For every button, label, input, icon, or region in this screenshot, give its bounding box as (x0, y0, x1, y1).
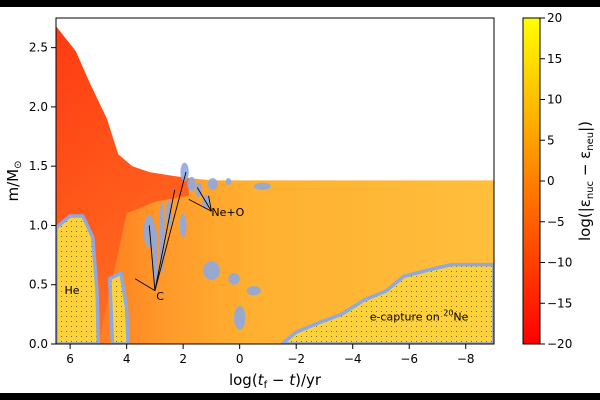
x-tick-label: −8 (457, 352, 475, 366)
colorbar-tick-label: −10 (547, 256, 572, 270)
x-tick-label: −6 (400, 352, 418, 366)
burning-patch (228, 272, 240, 285)
burning-patch (246, 286, 261, 296)
annotation-e-capture-on: e-capture on 20Ne (370, 308, 469, 323)
colorbar-tick-label: 15 (547, 52, 562, 66)
x-tick-label: 0 (236, 352, 244, 366)
annotation-arrow (188, 198, 212, 212)
burning-patch (253, 182, 271, 190)
burning-patch (225, 178, 232, 186)
y-axis: 0.0 0.5 1.0 1.5 2.0 2.5 (29, 41, 56, 351)
annotation-arrow (196, 187, 212, 212)
x-tick-label: 6 (66, 352, 74, 366)
burning-patch (143, 214, 155, 248)
y-tick-label: 1.0 (29, 218, 48, 232)
y-tick-label: 0.0 (29, 337, 48, 351)
region-boundary-he-pocket (107, 271, 130, 344)
colorbar (522, 17, 541, 345)
region-hatch-e-capture (282, 264, 494, 344)
y-tick-label: 2.5 (29, 41, 48, 55)
burning-patch (166, 199, 172, 228)
y-tick-label: 0.5 (29, 278, 48, 292)
burning-patch (187, 176, 196, 192)
stellar-interior (56, 26, 494, 344)
burning-patch (180, 162, 189, 182)
region-boundary-he (56, 214, 101, 344)
bottom-border (0, 393, 600, 400)
burning-patch (179, 213, 187, 238)
colorbar-tick-label: 10 (547, 93, 562, 107)
annotation-arrow (148, 225, 156, 291)
burning-patch (202, 261, 220, 280)
y-axis-label: m/M⊙ (4, 161, 24, 202)
burning-patch (207, 178, 218, 190)
burning-patch (152, 225, 158, 285)
region-boundary-e-capture (280, 262, 494, 344)
burning-patch (159, 201, 165, 273)
y-tick-label: 2.0 (29, 100, 48, 114)
region-hatch-he (56, 216, 99, 344)
colorbar-tick-label: −15 (547, 296, 572, 310)
x-tick-label: −4 (344, 352, 362, 366)
annotation-arrow (154, 171, 187, 291)
colorbar-label: log(|εnuc − εneu|) (576, 121, 596, 241)
top-border (0, 0, 600, 7)
annotation-ne-o: Ne+O (211, 206, 244, 219)
annotation-he: He (65, 284, 80, 297)
annotation-arrow (154, 189, 176, 291)
plot-frame (55, 17, 495, 345)
y-tick-label: 1.5 (29, 159, 48, 173)
colorbar-tick-label: 5 (547, 133, 555, 147)
colorbar-tick-label: 0 (547, 174, 555, 188)
annotation-arrow (208, 195, 212, 212)
annotation-arrow (134, 278, 156, 292)
burning-patch (234, 306, 246, 330)
x-axis-label: log(tf − t)/yr (229, 371, 322, 391)
x-axis: 6 4 2 0 −2 −4 −6 −8 (66, 344, 475, 366)
annotation-c: C (156, 290, 164, 303)
colorbar-tick-label: −20 (547, 337, 572, 351)
x-tick-label: 2 (179, 352, 187, 366)
x-tick-label: −2 (287, 352, 305, 366)
x-tick-label: 4 (123, 352, 131, 366)
colorbar-tick-label: 20 (547, 11, 562, 25)
colorbar-tick-label: −5 (547, 215, 565, 229)
colorbar-ticks: 20 15 10 5 0 −5 −10 −15 −20 (540, 11, 572, 351)
